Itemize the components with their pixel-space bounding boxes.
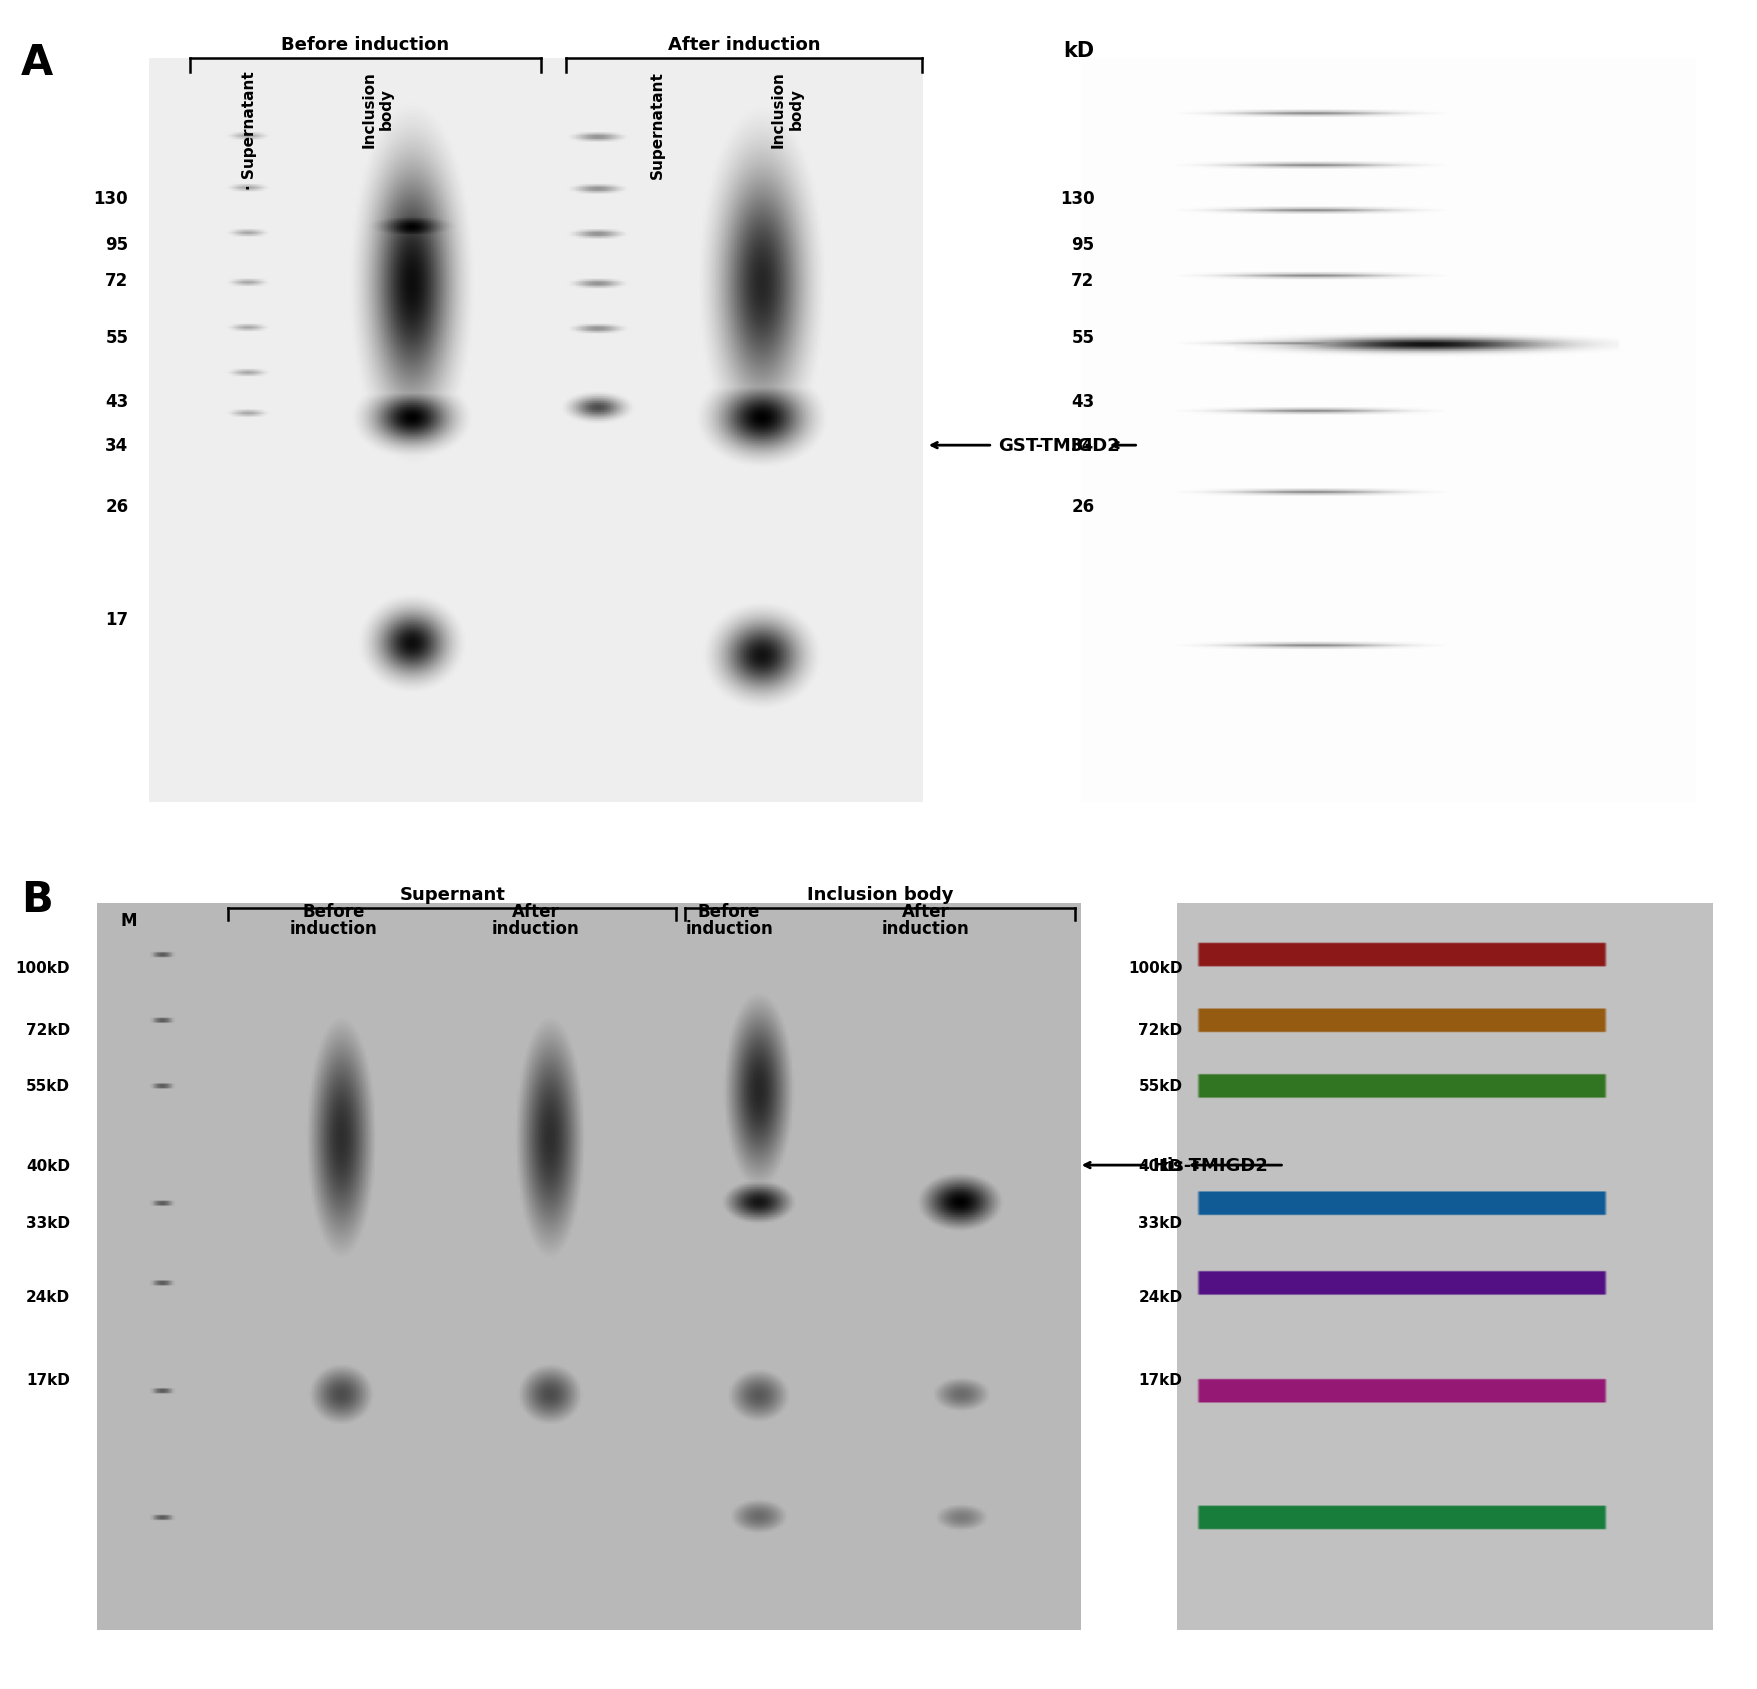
Text: 100kD: 100kD — [16, 961, 70, 975]
Text: induction: induction — [492, 919, 580, 937]
Text: After induction: After induction — [668, 35, 821, 54]
Text: 100kD: 100kD — [1128, 961, 1182, 975]
Text: 40kD: 40kD — [26, 1159, 70, 1172]
Text: 95: 95 — [1072, 236, 1095, 253]
Text: kD: kD — [1063, 41, 1095, 61]
Text: 26: 26 — [1072, 498, 1095, 515]
Text: 33kD: 33kD — [26, 1216, 70, 1230]
Text: induction: induction — [685, 919, 773, 937]
Text: · Supernatant: · Supernatant — [242, 71, 257, 189]
Text: After: After — [901, 902, 951, 921]
Text: Inclusion body: Inclusion body — [806, 885, 954, 904]
Text: induction: induction — [882, 919, 970, 937]
Text: 72: 72 — [105, 272, 128, 289]
Text: His-TMIGD2: His-TMIGD2 — [1153, 1157, 1269, 1174]
Text: 95: 95 — [105, 236, 128, 253]
Text: 72kD: 72kD — [26, 1024, 70, 1037]
Text: 17kD: 17kD — [1139, 1373, 1182, 1387]
Text: 55kD: 55kD — [1139, 1079, 1182, 1093]
Text: 130: 130 — [1059, 191, 1095, 208]
Text: B: B — [21, 878, 53, 921]
Text: 130: 130 — [93, 191, 128, 208]
Text: Before: Before — [698, 902, 761, 921]
Text: 24kD: 24kD — [26, 1290, 70, 1304]
Text: 40kD: 40kD — [1139, 1159, 1182, 1172]
Text: 24kD: 24kD — [1139, 1290, 1182, 1304]
Text: induction: induction — [290, 919, 378, 937]
Text: 34: 34 — [1072, 437, 1095, 454]
Text: Before: Before — [302, 902, 365, 921]
Text: GST-TMIGD2: GST-TMIGD2 — [998, 437, 1119, 454]
Text: 55kD: 55kD — [26, 1079, 70, 1093]
Text: 43: 43 — [1072, 394, 1095, 410]
Text: Inclusion
body: Inclusion body — [771, 71, 803, 147]
Text: 55: 55 — [105, 329, 128, 346]
Text: Supernatant: Supernatant — [650, 71, 664, 179]
Text: 72kD: 72kD — [1139, 1024, 1182, 1037]
Text: Inclusion
body: Inclusion body — [362, 71, 394, 147]
Text: M: M — [119, 912, 137, 929]
Text: Before induction: Before induction — [281, 35, 450, 54]
Text: 17kD: 17kD — [26, 1373, 70, 1387]
Text: 55: 55 — [1072, 329, 1095, 346]
Text: 26: 26 — [105, 498, 128, 515]
Text: 17: 17 — [105, 611, 128, 628]
Text: 43: 43 — [105, 394, 128, 410]
Text: After: After — [511, 902, 560, 921]
Text: A: A — [21, 42, 53, 84]
Text: 72: 72 — [1072, 272, 1095, 289]
Text: Supernant: Supernant — [399, 885, 506, 904]
Text: 34: 34 — [105, 437, 128, 454]
Text: 33kD: 33kD — [1139, 1216, 1182, 1230]
